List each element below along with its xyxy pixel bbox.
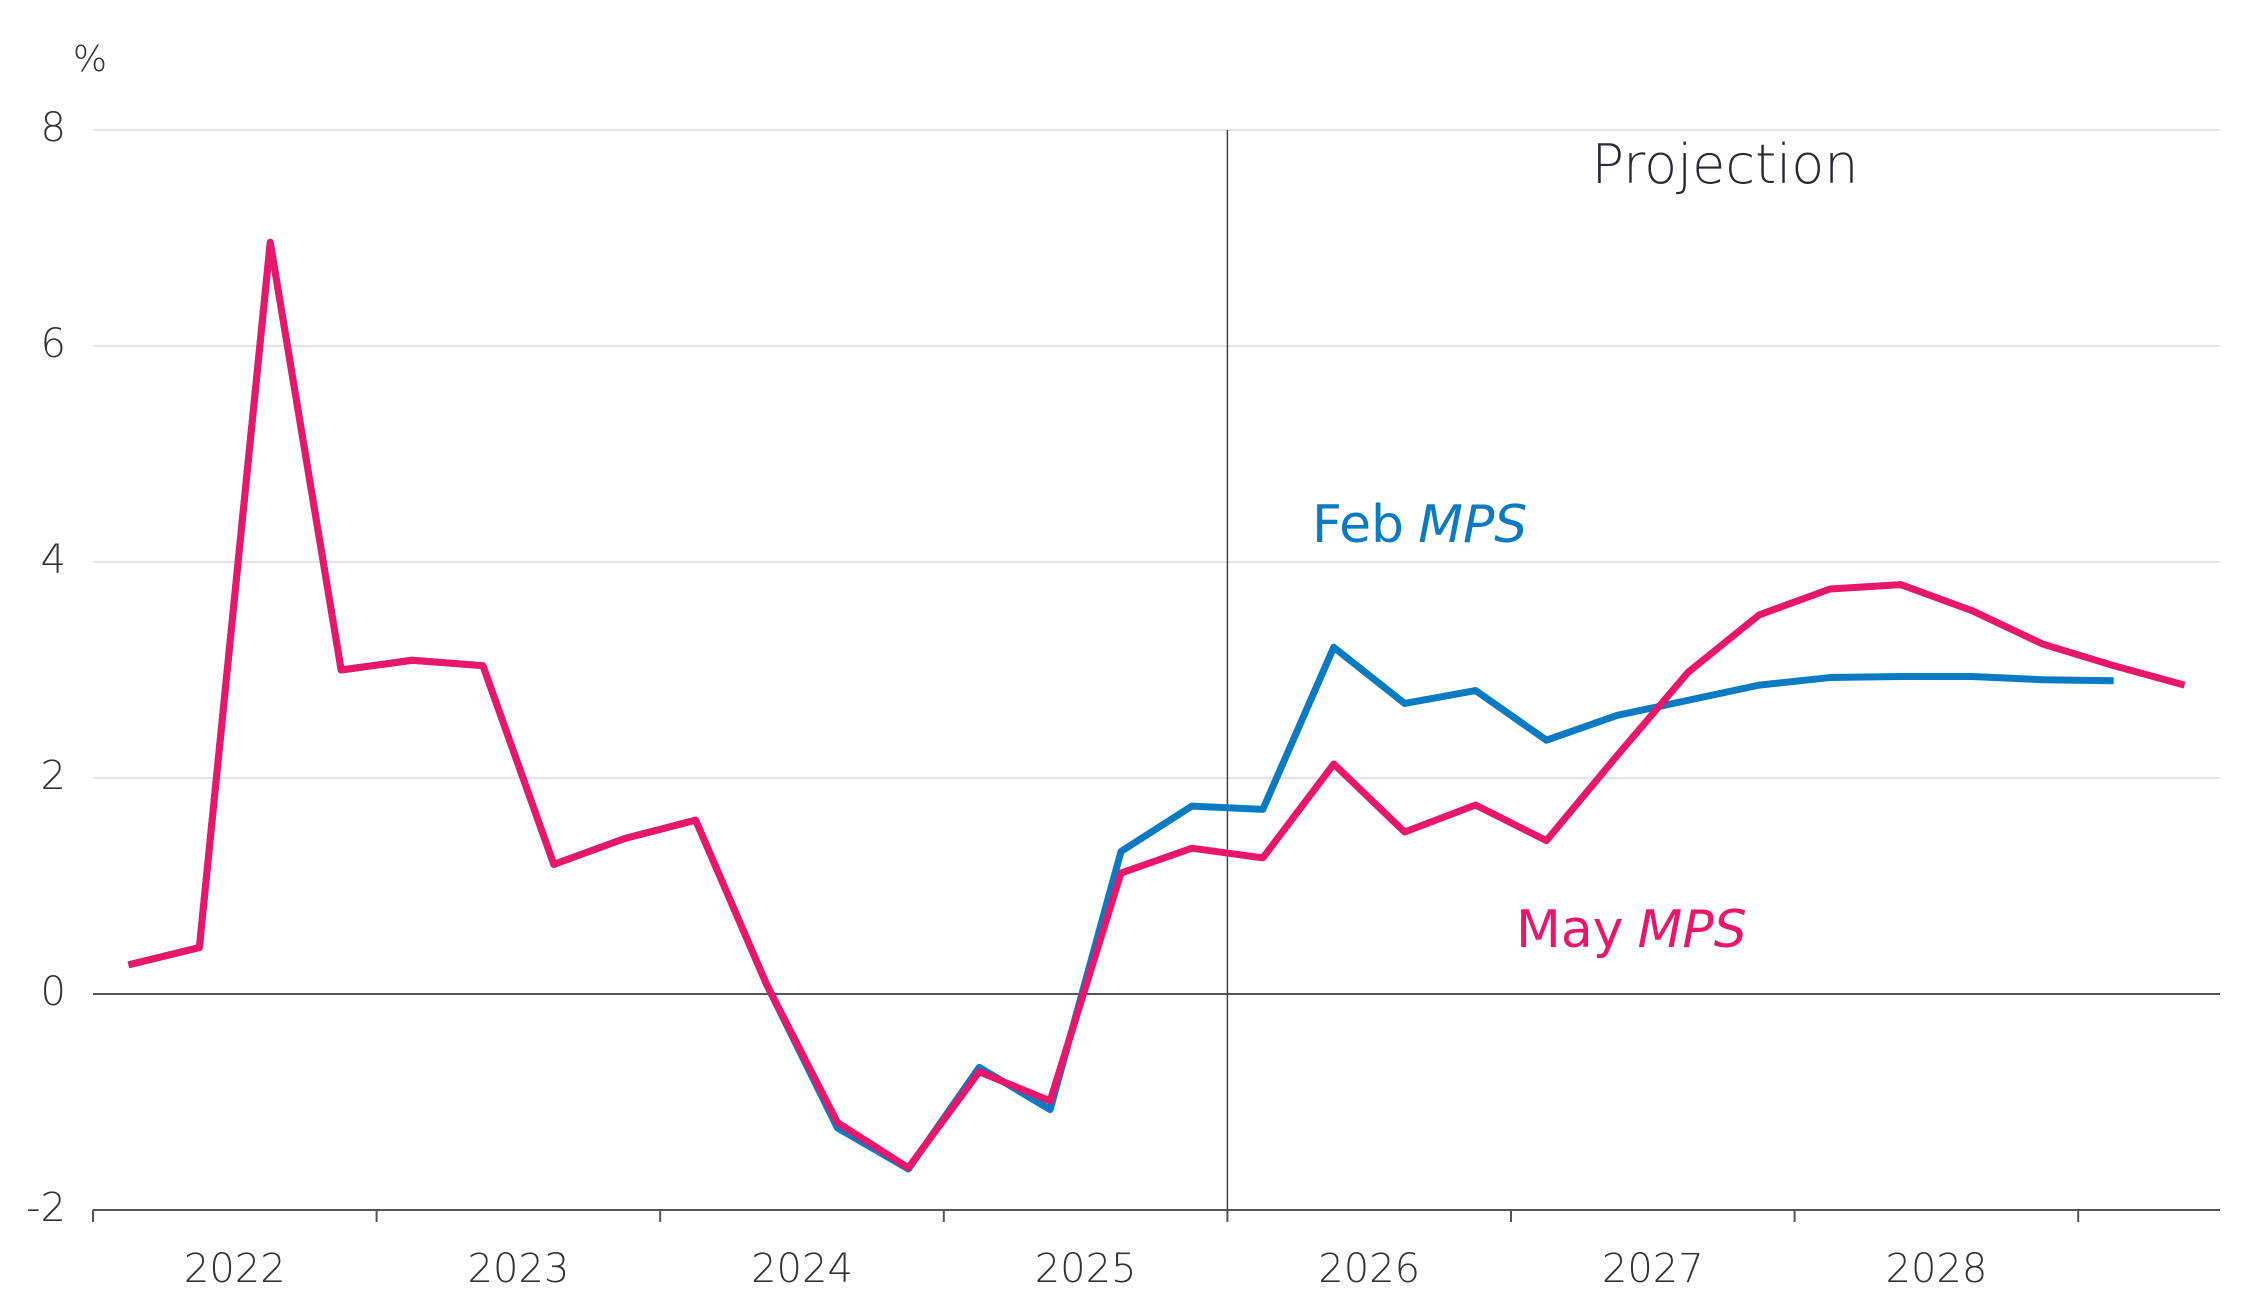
series-label-name: May [1516,900,1624,960]
series-line [127,238,2114,1173]
series-label: Feb MPS [1312,495,1527,555]
x-tick-label: 2025 [1035,1246,1137,1292]
series-label-name: Feb [1312,495,1404,555]
x-tick-label: 2026 [1318,1246,1420,1292]
x-tick-label: 2024 [751,1246,853,1292]
y-tick-label: 6 [41,321,66,367]
series-label-italic: MPS [1638,900,1747,960]
y-tick-label: 8 [41,105,66,151]
projection-label: Projection [1591,133,1858,196]
y-unit: % [73,39,107,80]
y-tick-label: 2 [41,753,66,799]
y-tick-label: -2 [26,1185,66,1231]
y-tick-label: 0 [41,969,66,1015]
x-tick-label: 2022 [184,1246,286,1292]
y-tick-label: 4 [41,537,66,583]
series-label: May MPS [1516,900,1747,960]
x-tick-label: 2028 [1886,1246,1988,1292]
x-tick-label: 2027 [1602,1246,1704,1292]
series-label-italic: MPS [1418,495,1527,555]
x-tick-label: 2023 [468,1246,570,1292]
series-line [127,238,2186,1172]
